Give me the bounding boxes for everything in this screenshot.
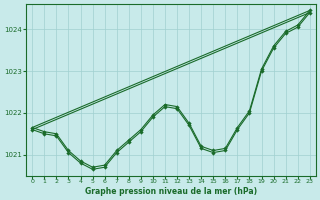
X-axis label: Graphe pression niveau de la mer (hPa): Graphe pression niveau de la mer (hPa) [85,187,257,196]
